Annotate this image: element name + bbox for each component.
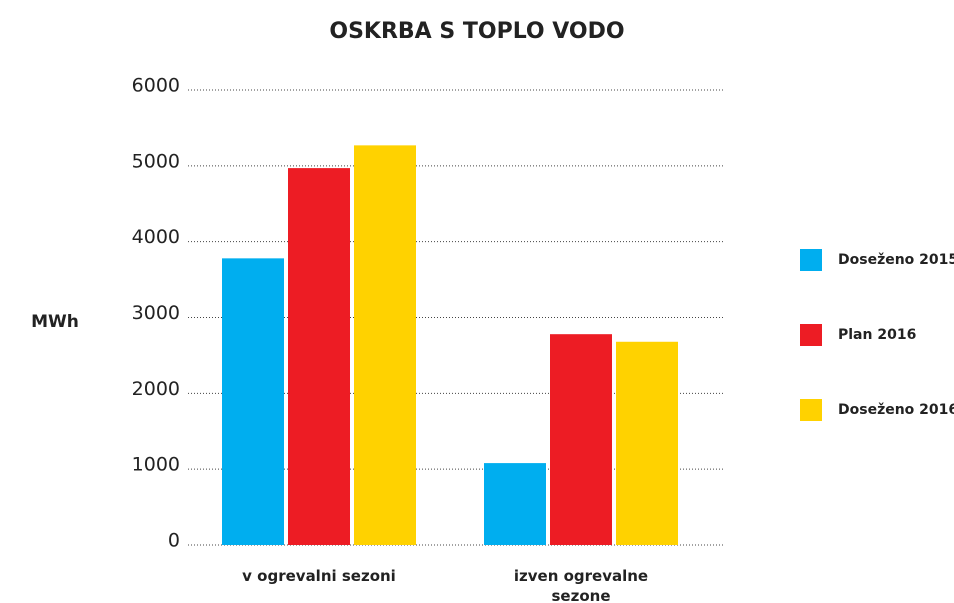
bar xyxy=(288,168,350,545)
y-tick-label: 2000 xyxy=(132,378,180,400)
x-tick-label: izven ogrevalne sezone xyxy=(513,567,649,603)
chart-title: OSKRBA S TOPLO VODO xyxy=(329,19,624,44)
legend-label: Doseženo 2016 xyxy=(838,402,954,418)
y-tick-label: 6000 xyxy=(132,75,180,97)
y-tick-label: 3000 xyxy=(132,302,180,324)
y-axis-label: MWh xyxy=(31,312,79,332)
bar xyxy=(222,258,284,545)
legend-swatch xyxy=(800,324,822,346)
legend-label: Plan 2016 xyxy=(838,327,916,343)
legend-swatch xyxy=(800,249,822,271)
x-tick-label: v ogrevalni sezoni xyxy=(242,567,396,585)
y-tick-label: 0 xyxy=(168,530,180,552)
bar xyxy=(484,463,546,545)
y-tick-label: 1000 xyxy=(132,454,180,476)
y-tick-label: 5000 xyxy=(132,150,180,172)
bar xyxy=(550,334,612,545)
bar xyxy=(616,341,678,545)
legend-label: Doseženo 2015 xyxy=(838,252,954,268)
y-tick-label: 4000 xyxy=(132,226,180,248)
bar xyxy=(354,145,416,545)
legend-swatch xyxy=(800,399,822,421)
